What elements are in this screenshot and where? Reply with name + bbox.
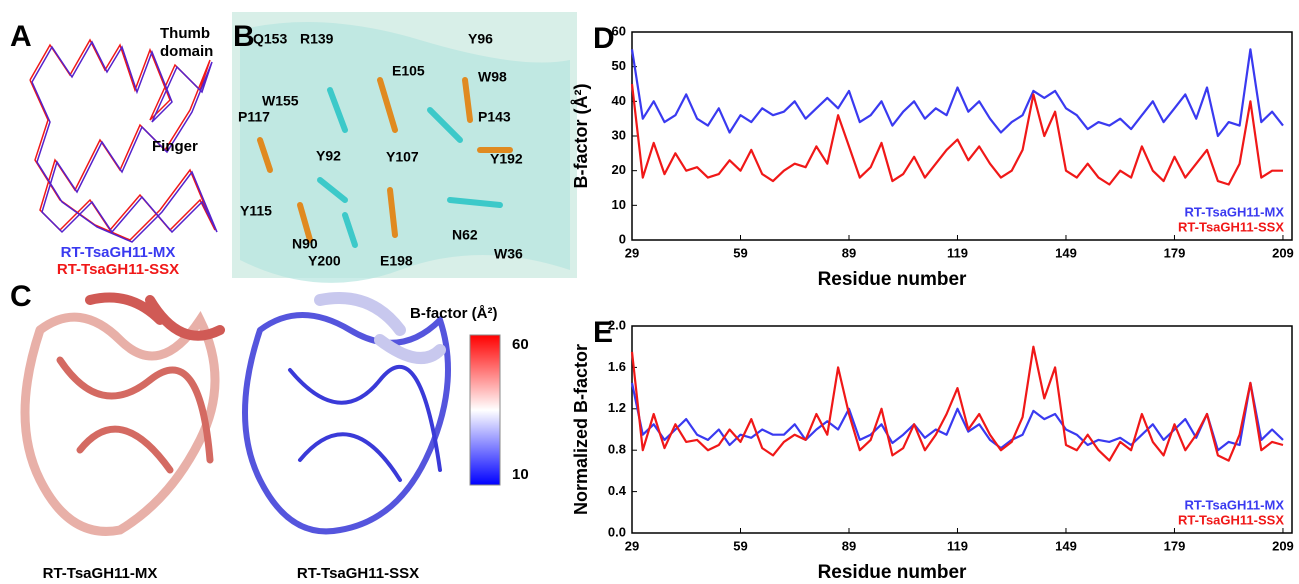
data-line xyxy=(630,345,1284,462)
colorbar-label: 60 xyxy=(512,336,529,353)
y-tick-label: 0 xyxy=(619,231,626,246)
legend-entry: RT-TsaGH11-SSX xyxy=(1178,219,1284,234)
y-tick-label: 1.2 xyxy=(608,400,626,415)
backbone-trace xyxy=(29,38,218,243)
residue-label: Y115 xyxy=(240,203,272,219)
x-axis-label: Residue number xyxy=(818,562,967,583)
residue-label: P143 xyxy=(478,109,511,125)
y-tick-label: 0.0 xyxy=(608,524,626,539)
structure-image xyxy=(20,292,451,536)
x-tick-label: 89 xyxy=(842,538,856,553)
residue-label: Y200 xyxy=(308,253,341,269)
residue-label: Y96 xyxy=(468,31,493,47)
panel-label: A xyxy=(10,20,32,53)
y-tick-label: 1.6 xyxy=(608,359,626,374)
panel-label: C xyxy=(10,280,32,313)
residue-label: Y92 xyxy=(316,148,341,164)
residue-label: W98 xyxy=(478,69,507,85)
x-tick-label: 119 xyxy=(947,538,968,553)
panel-label: D xyxy=(593,22,615,55)
residue-label: N90 xyxy=(292,236,318,252)
residue-label: Y107 xyxy=(386,149,419,165)
x-tick-label: 149 xyxy=(1055,538,1077,553)
x-tick-label: 59 xyxy=(733,245,747,260)
legend-entry: RT-TsaGH11-MX xyxy=(1185,497,1285,512)
panel-label: B xyxy=(233,20,255,53)
x-axis-label: Residue number xyxy=(818,269,967,290)
residue-label: W36 xyxy=(494,246,523,262)
structure-image xyxy=(232,12,577,283)
y-tick-label: 60 xyxy=(612,23,626,38)
residue-label: Y192 xyxy=(490,151,523,167)
y-tick-label: 40 xyxy=(612,93,626,108)
x-tick-label: 119 xyxy=(947,245,968,260)
annotation: Finger xyxy=(152,138,198,155)
x-tick-label: 209 xyxy=(1272,245,1294,260)
annotation: domain xyxy=(160,43,213,60)
y-tick-label: 50 xyxy=(612,58,626,73)
panel-label: E xyxy=(593,316,613,349)
residue-label: E198 xyxy=(380,253,413,269)
colorbar-title: B-factor (Å²) xyxy=(410,305,498,322)
y-axis-label: Normalized B-factor xyxy=(571,344,591,515)
chart: 0.0 0.4 0.8 1.2 1.6 2.0 29 59 89 119 149 179 209 Resi… xyxy=(571,316,1294,583)
data-line xyxy=(630,83,1283,186)
residue-label: P117 xyxy=(238,109,270,125)
legend-entry: RT-TsaGH11-MX xyxy=(61,244,176,261)
plot-frame xyxy=(631,325,1293,534)
y-tick-label: 0.4 xyxy=(608,483,627,498)
data-line xyxy=(630,48,1284,138)
legend-entry: RT-TsaGH11-SSX xyxy=(1178,512,1284,527)
y-tick-label: 30 xyxy=(612,127,626,142)
x-tick-label: 29 xyxy=(625,245,639,260)
residue-label: R139 xyxy=(300,31,334,47)
colorbar xyxy=(469,334,501,486)
residue-label: W155 xyxy=(262,93,299,109)
y-tick-label: 2.0 xyxy=(608,317,626,332)
x-tick-label: 209 xyxy=(1272,538,1294,553)
residue-label: E105 xyxy=(392,63,425,79)
x-tick-label: 149 xyxy=(1055,245,1077,260)
chart: 0 10 20 30 40 50 60 29 59 89 119 149 179 209 Residue n… xyxy=(571,22,1294,290)
y-tick-label: 20 xyxy=(612,162,626,177)
y-axis-label: B-factor (Å²) xyxy=(571,84,591,189)
x-tick-label: 59 xyxy=(733,538,747,553)
x-tick-label: 179 xyxy=(1164,245,1186,260)
legend-entry: RT-TsaGH11-MX xyxy=(1185,204,1285,219)
legend-entry: RT-TsaGH11-SSX xyxy=(57,261,179,278)
residue-label: Q153 xyxy=(253,31,287,47)
colorbar-label: 10 xyxy=(512,466,529,483)
caption: RT-TsaGH11-SSX xyxy=(297,565,419,582)
y-tick-label: 0.8 xyxy=(608,442,626,457)
x-tick-label: 89 xyxy=(842,245,856,260)
residue-label: N62 xyxy=(452,227,478,243)
data-line xyxy=(630,381,1284,452)
y-tick-label: 10 xyxy=(612,197,626,212)
x-tick-label: 29 xyxy=(625,538,639,553)
annotation: Thumb xyxy=(160,25,210,42)
x-tick-label: 179 xyxy=(1164,538,1186,553)
caption: RT-TsaGH11-MX xyxy=(43,565,158,582)
